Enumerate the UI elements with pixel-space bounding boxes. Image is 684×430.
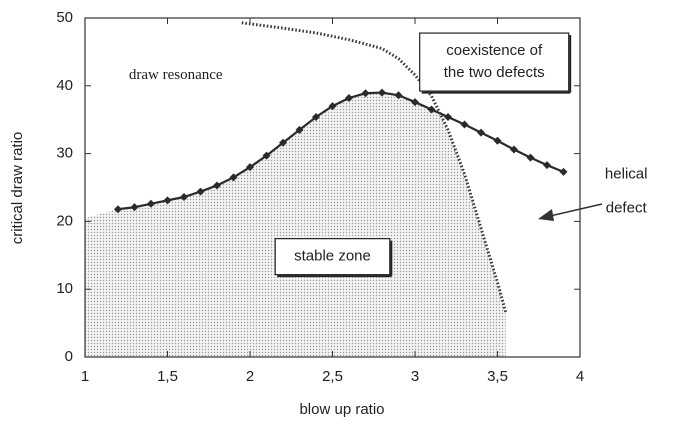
marker: [411, 98, 419, 107]
marker: [279, 138, 287, 147]
x-tick-label: 3,5: [487, 368, 508, 385]
x-tick-label: 2,5: [322, 368, 343, 385]
y-tick-label: 0: [65, 348, 73, 365]
marker: [295, 125, 304, 134]
marker: [477, 128, 485, 137]
y-tick-label: 10: [56, 280, 73, 297]
series-line: [241, 21, 508, 313]
marker: [526, 153, 535, 162]
arrow-head: [538, 209, 554, 221]
marker: [378, 88, 386, 97]
x-tick-label: 1: [81, 368, 89, 385]
marker: [262, 151, 271, 160]
marker: [213, 181, 221, 190]
marker: [163, 196, 172, 205]
x-axis-label: blow up ratio: [299, 401, 384, 418]
marker: [130, 203, 139, 212]
y-tick-label: 30: [56, 145, 73, 162]
marker: [460, 120, 469, 129]
marker: [114, 205, 122, 214]
annotation-text: draw resonance: [129, 67, 223, 83]
series-line: [117, 91, 564, 211]
annotation-box: [274, 238, 391, 276]
arrow-shaft: [549, 203, 603, 217]
marker: [493, 136, 502, 145]
marker: [394, 91, 403, 100]
annotation-text: the two defects: [444, 64, 545, 81]
annotation-box: [419, 32, 570, 92]
annotation-text: defect: [606, 200, 648, 217]
x-tick-label: 1,5: [157, 368, 178, 385]
marker: [196, 187, 205, 196]
marker: [180, 192, 188, 201]
stable-zone-area: [85, 92, 506, 357]
marker: [559, 167, 568, 176]
marker: [229, 173, 238, 182]
marker: [345, 94, 353, 103]
x-tick-label: 3: [411, 368, 419, 385]
y-tick-label: 50: [56, 9, 73, 26]
marker: [147, 199, 155, 208]
marker: [510, 145, 518, 154]
x-tick-label: 2: [246, 368, 254, 385]
y-tick-label: 20: [56, 212, 73, 229]
marker: [427, 105, 436, 114]
marker: [543, 161, 551, 170]
marker: [361, 89, 370, 98]
annotation-text: coexistence of: [446, 42, 543, 59]
marker: [312, 112, 320, 121]
marker: [246, 163, 254, 172]
annotation-text: helical: [605, 166, 648, 183]
y-tick-label: 40: [56, 77, 73, 94]
annotation-text: stable zone: [294, 248, 371, 265]
x-tick-label: 4: [576, 368, 584, 385]
y-axis-label: critical draw ratio: [9, 132, 26, 245]
marker: [328, 102, 337, 111]
marker: [444, 112, 452, 121]
